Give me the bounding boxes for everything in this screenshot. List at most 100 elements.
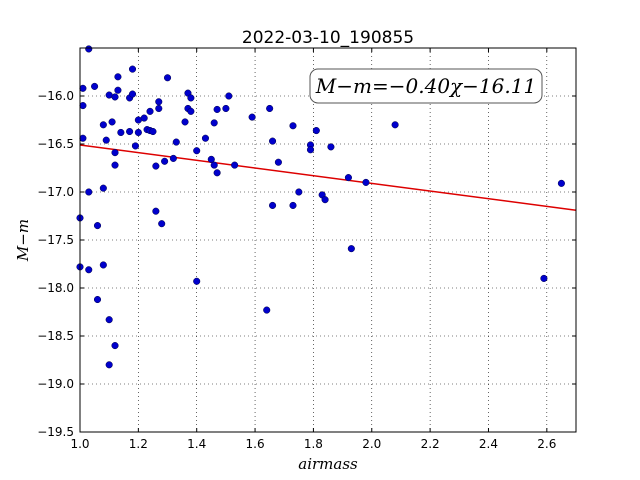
data-point [108, 118, 116, 126]
y-tick-label: −17.0 [37, 185, 74, 199]
y-axis-label: M−m [14, 219, 32, 262]
fit-equation-label: M−m=−0.40χ−16.11 [315, 74, 536, 98]
y-tick-label: −17.5 [37, 233, 74, 247]
data-point [155, 98, 163, 106]
data-point [540, 274, 548, 282]
data-points [76, 45, 565, 369]
data-point [187, 107, 195, 115]
data-point [152, 207, 160, 215]
data-point [210, 119, 218, 127]
x-axis-label: airmass [298, 455, 358, 473]
data-point [306, 146, 315, 154]
data-point [172, 138, 180, 146]
data-point [149, 127, 157, 136]
y-tick-label: −19.0 [37, 377, 74, 391]
data-point [312, 127, 320, 135]
data-point [99, 184, 107, 192]
x-tick-label: 2.0 [362, 437, 381, 451]
x-tick-label: 1.0 [70, 437, 89, 451]
data-point [79, 102, 87, 110]
y-tick-label: −16.0 [37, 89, 74, 103]
y-tick-label: −18.0 [37, 281, 74, 295]
data-point [131, 142, 139, 150]
data-point [114, 73, 122, 81]
x-tick-label: 1.4 [187, 437, 206, 451]
data-point [91, 82, 99, 90]
data-point [85, 45, 93, 53]
data-point [213, 105, 221, 113]
data-point [321, 196, 329, 204]
data-point [93, 295, 102, 304]
data-point [140, 114, 148, 122]
data-point [99, 261, 107, 269]
data-point [327, 143, 335, 151]
data-point [295, 188, 303, 196]
fit-line-group [79, 144, 577, 211]
data-point [269, 201, 277, 209]
x-tick-label: 2.6 [537, 437, 556, 451]
data-point [105, 316, 113, 324]
data-point [158, 220, 166, 228]
data-point [161, 157, 169, 165]
data-point [210, 161, 218, 169]
data-point [207, 155, 215, 163]
data-point [274, 158, 282, 166]
data-point [111, 342, 119, 350]
data-point [362, 178, 370, 186]
fit-equation-box: M−m=−0.40χ−16.11 [309, 68, 543, 104]
data-point [289, 122, 297, 130]
data-point [79, 84, 87, 92]
y-tick-label: −18.5 [37, 329, 74, 343]
data-point [99, 121, 107, 129]
data-point [105, 361, 113, 369]
data-point [263, 306, 271, 314]
x-tick-label: 1.2 [129, 437, 148, 451]
data-point [79, 134, 87, 142]
data-point [231, 161, 239, 169]
y-tick-label: −16.5 [37, 137, 74, 151]
grid-lines [79, 48, 576, 433]
fit-line [79, 144, 577, 211]
data-point [248, 113, 256, 121]
x-tick-label: 1.6 [246, 437, 265, 451]
data-point [557, 179, 565, 187]
data-point [266, 104, 274, 113]
data-point [85, 266, 93, 274]
data-point [111, 149, 119, 157]
data-point [128, 65, 137, 73]
y-tick-label: −19.5 [37, 425, 74, 439]
data-point [102, 136, 110, 144]
data-point [111, 93, 119, 101]
data-point [289, 201, 297, 209]
data-point [134, 128, 142, 137]
data-point [114, 86, 122, 94]
data-point [193, 277, 201, 285]
data-point [187, 94, 195, 102]
data-point [93, 222, 102, 230]
x-tick-label: 2.4 [479, 437, 498, 451]
data-point [155, 104, 163, 113]
axis-ticks: 1.0 1.2 1.4 1.6 1.8 2.0 2.2 2.4 2.6 −16.0 −16.5 −17… [37, 48, 576, 451]
data-point [193, 147, 201, 155]
data-point [111, 161, 119, 169]
data-point [126, 127, 134, 136]
data-point [85, 188, 93, 196]
data-point [201, 134, 210, 142]
chart-title: 2022-03-10_190855 [242, 28, 414, 48]
data-point [269, 137, 277, 145]
data-point [146, 107, 154, 115]
data-point [169, 154, 177, 162]
data-point [344, 174, 352, 182]
data-point [152, 162, 160, 170]
data-point [163, 74, 172, 82]
x-tick-label: 2.2 [421, 437, 440, 451]
data-point [347, 245, 355, 253]
data-point [117, 128, 125, 137]
data-point [391, 121, 399, 129]
data-point [128, 90, 137, 98]
data-point [222, 104, 230, 113]
x-tick-label: 1.8 [304, 437, 323, 451]
data-point [181, 118, 189, 126]
data-point [225, 92, 233, 100]
